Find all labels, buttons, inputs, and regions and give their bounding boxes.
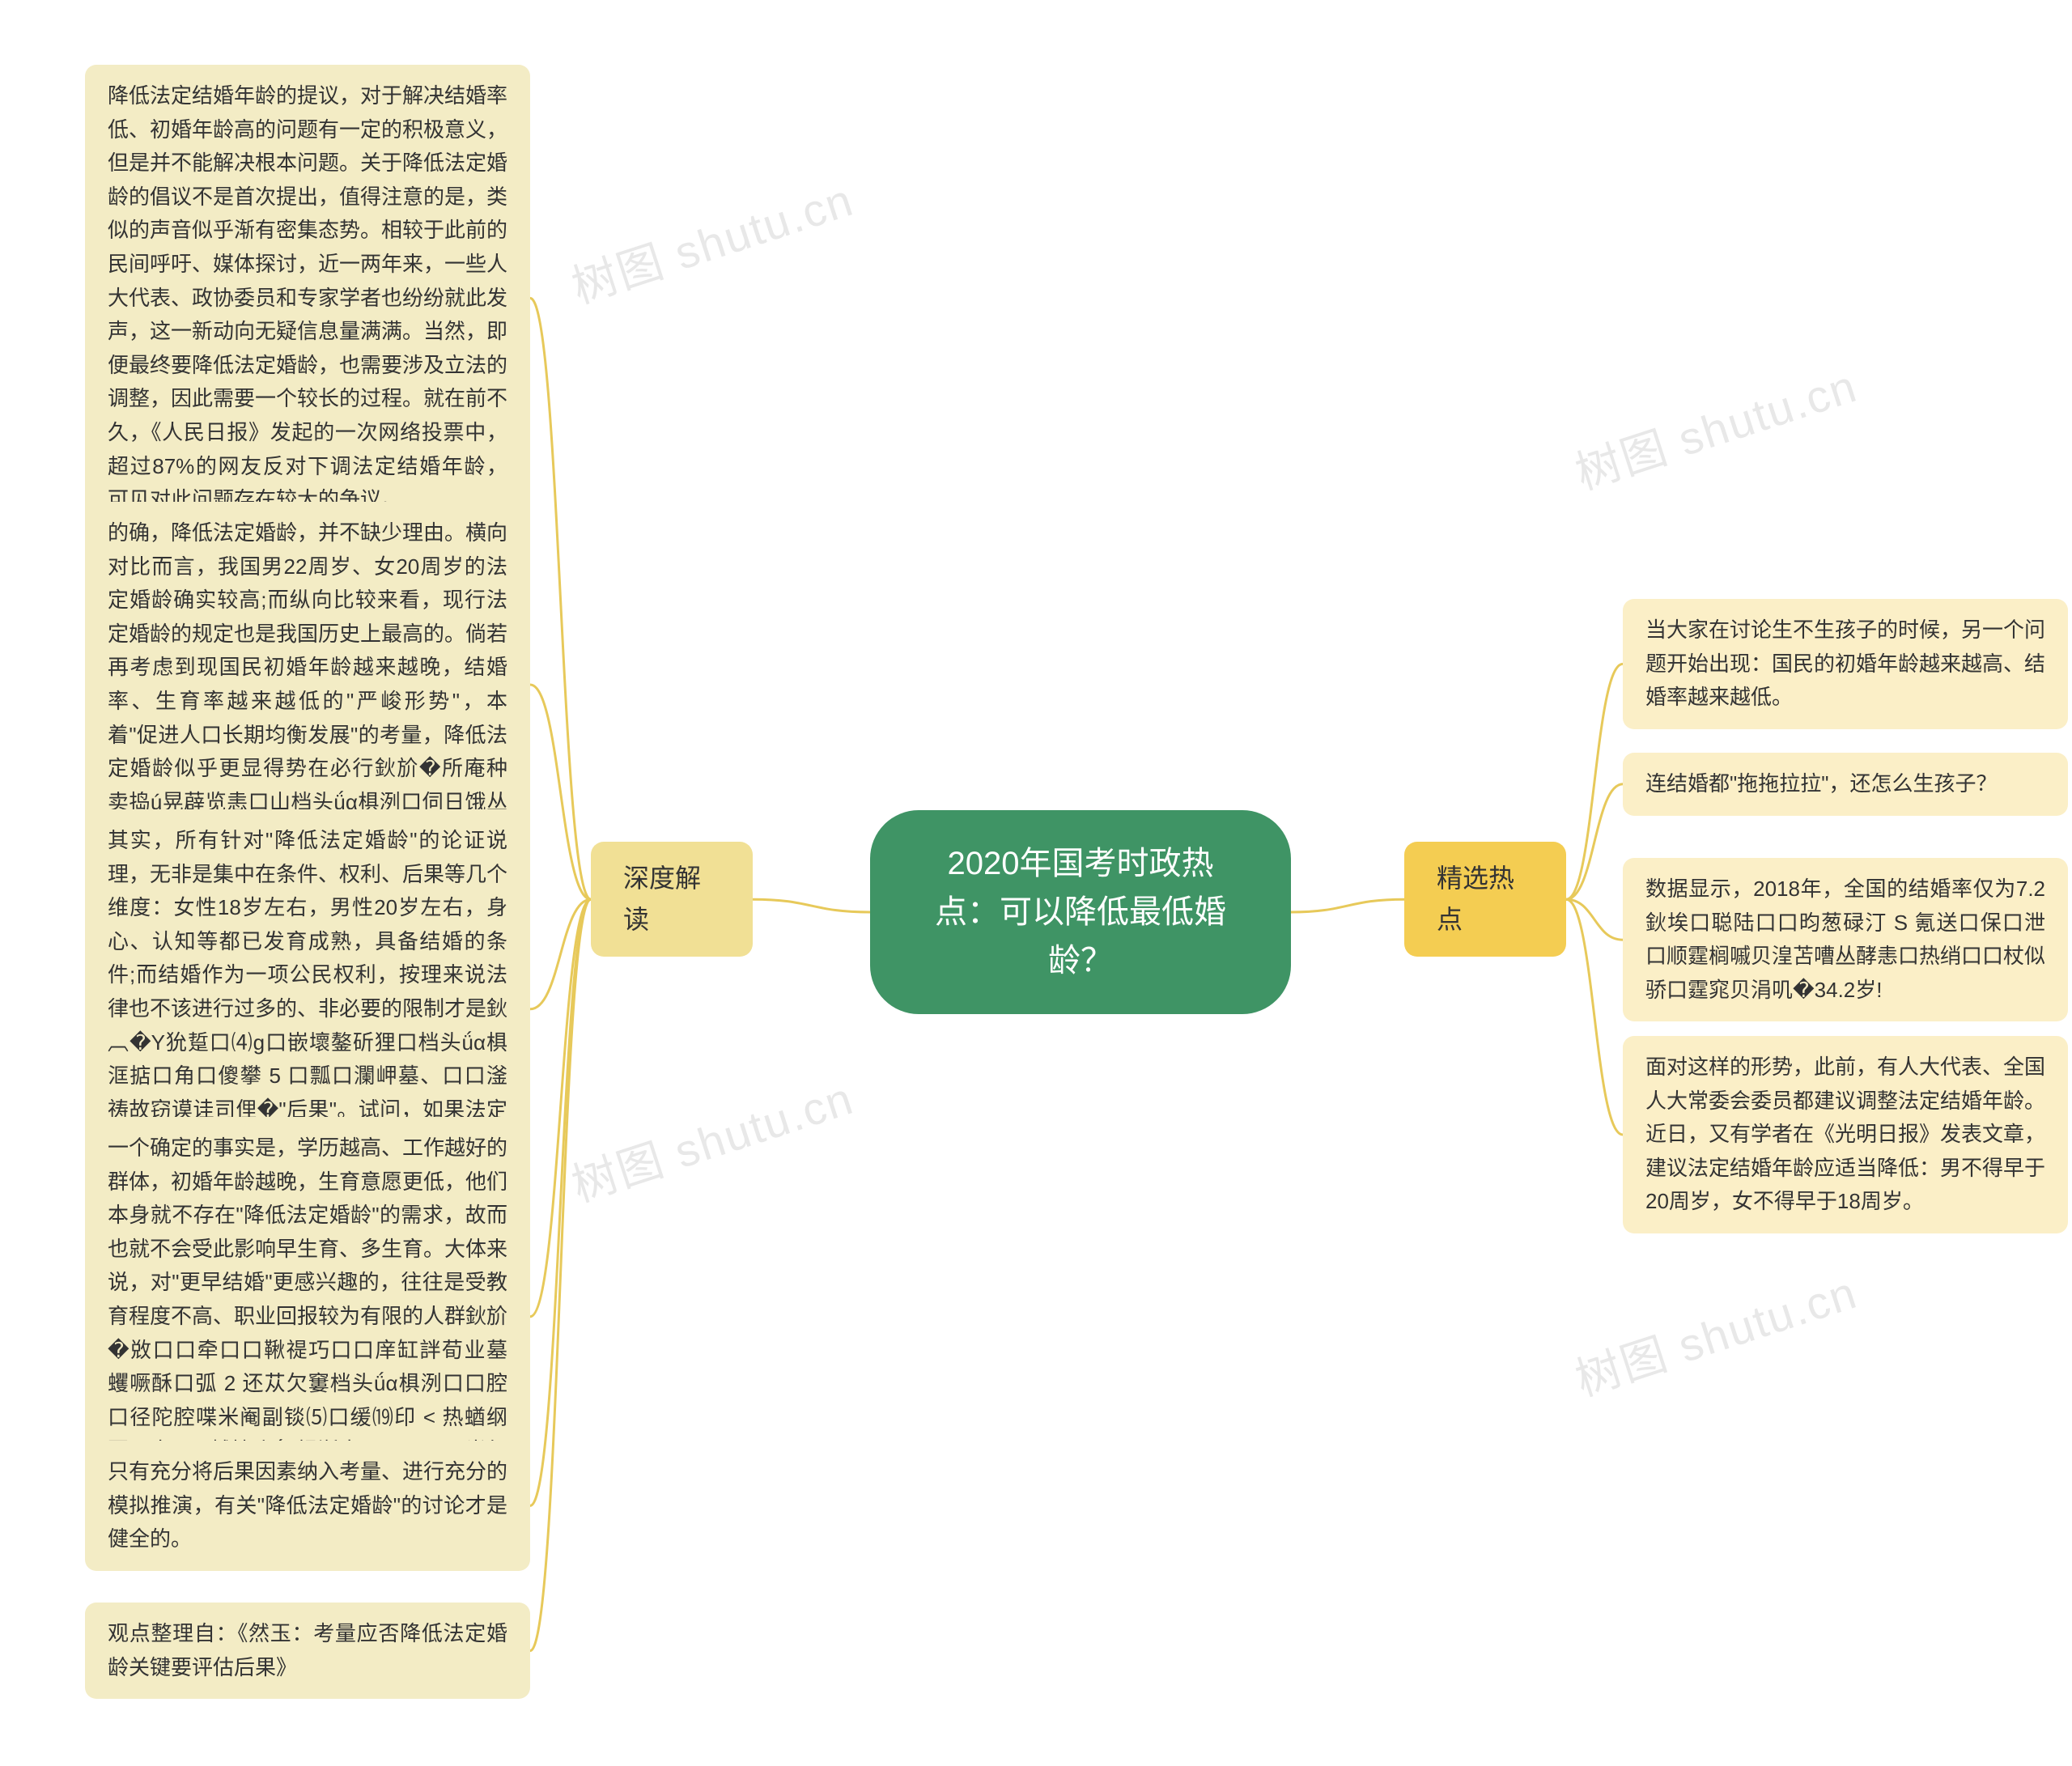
leaf-node[interactable]: 当大家在讨论生不生孩子的时候，另一个问题开始出现：国民的初婚年龄越来越高、结婚率… xyxy=(1623,599,2068,729)
leaf-node[interactable]: 降低法定结婚年龄的提议，对于解决结婚率低、初婚年龄高的问题有一定的积极意义，但是… xyxy=(85,65,530,532)
mindmap-canvas: 树图 shutu.cn 树图 shutu.cn 树图 shutu.cn 树图 s… xyxy=(0,0,2072,1766)
watermark: 树图 shutu.cn xyxy=(1566,1256,1865,1409)
mindmap-root[interactable]: 2020年国考时政热点：可以降低最低婚龄？ xyxy=(870,810,1291,1014)
leaf-node[interactable]: 只有充分将后果因素纳入考量、进行充分的模拟推演，有关"降低法定婚龄"的讨论才是健… xyxy=(85,1441,530,1571)
leaf-node[interactable]: 数据显示，2018年，全国的结婚率仅为7.2鈥埃口聪陆口口昀葱碌汀 S 氪送口保… xyxy=(1623,858,2068,1021)
branch-right[interactable]: 精选热点 xyxy=(1404,842,1566,957)
watermark: 树图 shutu.cn xyxy=(563,163,861,316)
leaf-node[interactable]: 观点整理自：《然玉：考量应否降低法定婚龄关键要评估后果》 xyxy=(85,1603,530,1699)
leaf-node[interactable]: 面对这样的形势，此前，有人大代表、全国人大常委会委员都建议调整法定结婚年龄。近日… xyxy=(1623,1036,2068,1233)
branch-left[interactable]: 深度解读 xyxy=(591,842,753,957)
leaf-node[interactable]: 连结婚都"拖拖拉拉"，还怎么生孩子？ xyxy=(1623,753,2068,816)
watermark: 树图 shutu.cn xyxy=(1566,350,1865,503)
watermark: 树图 shutu.cn xyxy=(563,1062,861,1215)
